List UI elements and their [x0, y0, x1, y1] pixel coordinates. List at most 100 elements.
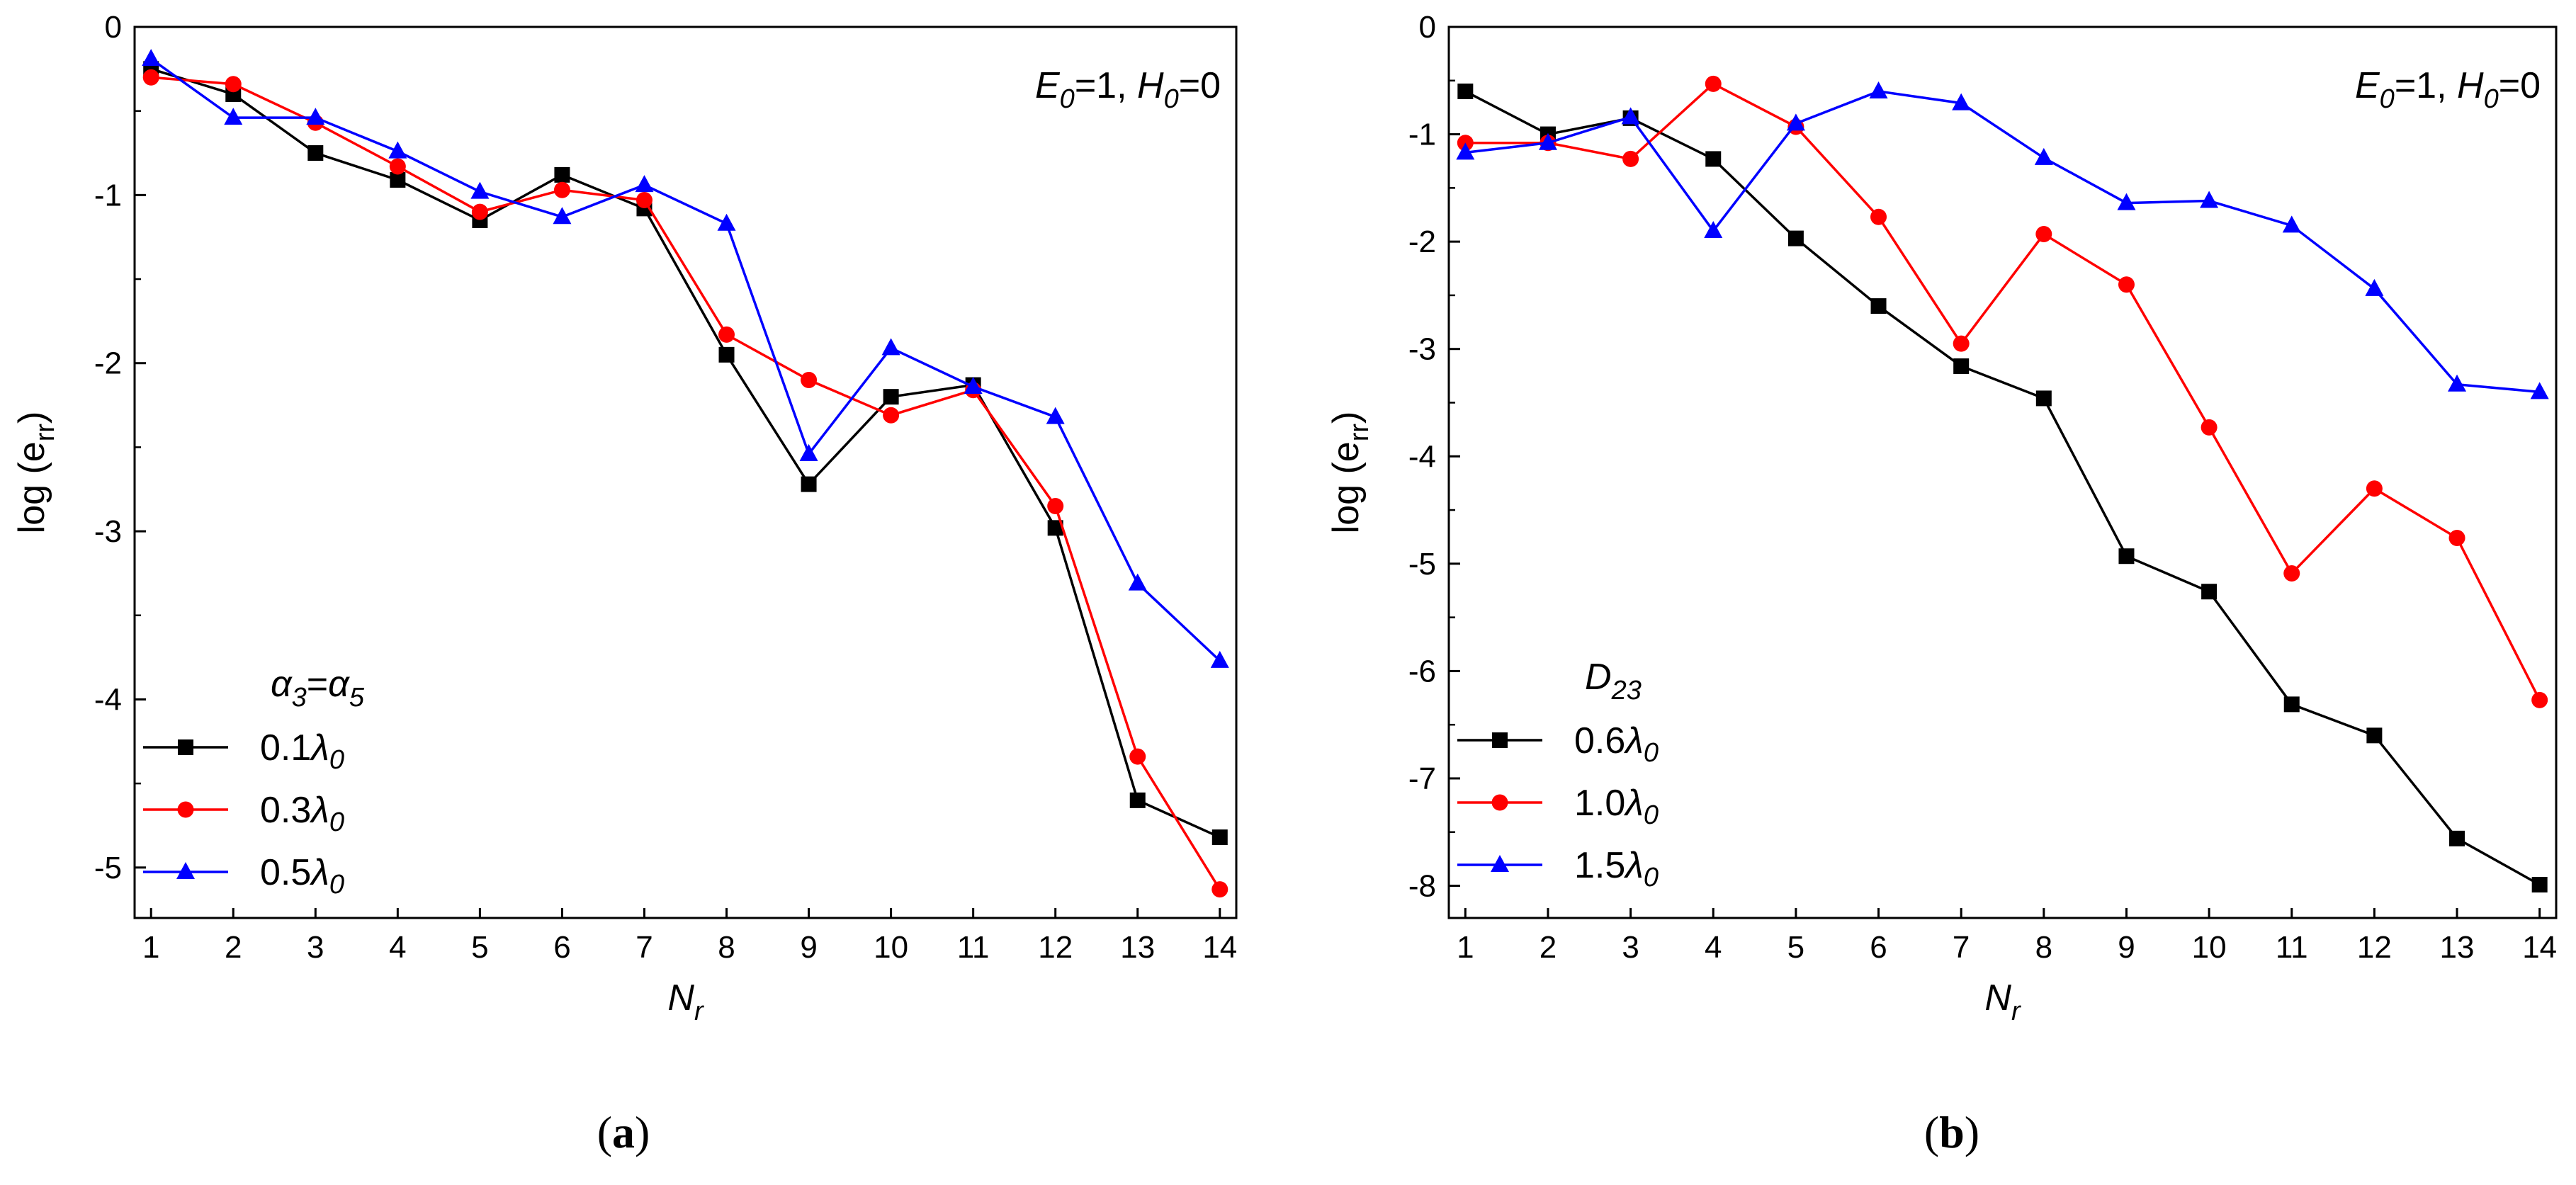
data-point — [2118, 548, 2135, 565]
x-tick-label: 4 — [389, 930, 406, 965]
y-tick-label: -7 — [1408, 761, 1436, 796]
panel-label: (a) — [597, 1107, 650, 1157]
x-axis-title: Nr — [1984, 977, 2021, 1026]
legend-marker — [1492, 732, 1508, 748]
legend-label: 0.6λ0 — [1574, 720, 1659, 768]
x-tick-label: 12 — [1038, 930, 1073, 965]
data-point — [470, 181, 490, 199]
data-point — [553, 181, 570, 198]
y-axis-title: log (err) — [11, 412, 60, 534]
series-line — [150, 57, 1221, 662]
data-point — [2035, 226, 2052, 243]
data-point — [2201, 419, 2218, 436]
x-tick-label: 2 — [1540, 930, 1557, 965]
series-line — [1464, 90, 2541, 886]
data-point — [2117, 193, 2136, 210]
data-point — [2118, 276, 2135, 293]
data-point — [307, 145, 324, 161]
y-tick-label: -1 — [94, 178, 122, 212]
y-tick-label: -5 — [1408, 547, 1436, 582]
plot-frame — [133, 25, 1238, 919]
plot-frame — [1447, 25, 2558, 919]
x-tick-label: 14 — [2522, 930, 2557, 965]
data-point — [2035, 390, 2052, 407]
x-tick-label: 7 — [1953, 930, 1970, 965]
x-tick-label: 9 — [2118, 930, 2135, 965]
x-tick-label: 3 — [307, 930, 324, 965]
data-point — [1211, 829, 1228, 846]
data-point — [142, 49, 161, 67]
data-point — [1456, 142, 1475, 160]
data-point — [2449, 830, 2465, 846]
x-tick-label: 6 — [1870, 930, 1887, 965]
data-point — [1705, 75, 1722, 92]
x-tick-label: 5 — [1787, 930, 1804, 965]
chart-panel-b: 1 2 3 4 5 6 7 8 9 10 11 12 13 140-1-2-3-4-5-6-7-8Nrlo… — [1326, 10, 2558, 1157]
y-axis-title: log (err) — [1326, 412, 1374, 534]
data-point — [2283, 565, 2300, 582]
legend-label: 1.5λ0 — [1574, 845, 1659, 892]
data-point — [1128, 573, 1147, 591]
legend: α3=α5 0.1λ0 0.3λ0 0.5λ0 — [143, 664, 365, 900]
data-point — [883, 407, 900, 424]
data-point — [390, 171, 406, 188]
data-point — [2448, 374, 2467, 392]
x-tick-label: 13 — [1120, 930, 1155, 965]
y-tick-label: -6 — [1408, 654, 1436, 688]
x-tick-label: 4 — [1705, 930, 1722, 965]
data-point — [1621, 107, 1640, 125]
series-triangle — [142, 49, 1229, 668]
legend-marker — [178, 739, 193, 755]
data-point — [2201, 584, 2218, 600]
x-tick-label: 3 — [1622, 930, 1639, 965]
data-point — [801, 371, 818, 388]
data-point — [1869, 81, 1888, 98]
data-point — [717, 213, 736, 231]
legend-label: 0.5λ0 — [260, 852, 344, 900]
x-tick-label: 8 — [718, 930, 735, 965]
series-circle — [142, 69, 1228, 898]
x-tick-label: 6 — [553, 930, 570, 965]
data-point — [718, 326, 735, 343]
y-tick-label: -2 — [1408, 225, 1436, 259]
y-tick-label: -3 — [94, 514, 122, 549]
data-point — [881, 338, 900, 356]
series-line — [1465, 90, 2540, 394]
data-point — [2530, 382, 2549, 399]
data-point — [718, 346, 735, 363]
data-point — [554, 166, 570, 183]
y-tick-label: -4 — [1408, 439, 1436, 474]
data-point — [2200, 191, 2219, 208]
y-tick-label: -2 — [94, 346, 122, 381]
x-tick-label: 10 — [2192, 930, 2227, 965]
x-tick-label: 5 — [471, 930, 488, 965]
x-tick-label: 9 — [800, 930, 817, 965]
data-point — [1046, 407, 1065, 424]
legend-marker — [1491, 855, 1509, 872]
y-tick-label: -1 — [1408, 118, 1436, 152]
data-point — [799, 443, 818, 461]
data-point — [142, 69, 159, 86]
data-point — [1786, 113, 1805, 131]
legend-marker — [177, 801, 194, 818]
data-point — [2365, 278, 2384, 296]
data-point — [553, 207, 572, 225]
legend-label: 1.0λ0 — [1574, 783, 1659, 830]
data-point — [1129, 748, 1146, 765]
series-square — [1457, 83, 2548, 893]
data-point — [2531, 691, 2548, 708]
data-point — [2366, 480, 2383, 497]
x-tick-label: 11 — [957, 930, 990, 965]
data-point — [2366, 727, 2383, 744]
data-point — [1705, 151, 1722, 167]
legend-marker — [1491, 794, 1508, 811]
x-axis-title: Nr — [667, 977, 704, 1026]
x-tick-label: 1 — [142, 930, 159, 965]
legend-title: α3=α5 — [271, 664, 365, 713]
x-tick-label: 10 — [874, 930, 908, 965]
data-point — [2034, 147, 2053, 165]
data-point — [389, 158, 406, 175]
data-point — [635, 175, 654, 193]
x-tick-label: 2 — [225, 930, 242, 965]
